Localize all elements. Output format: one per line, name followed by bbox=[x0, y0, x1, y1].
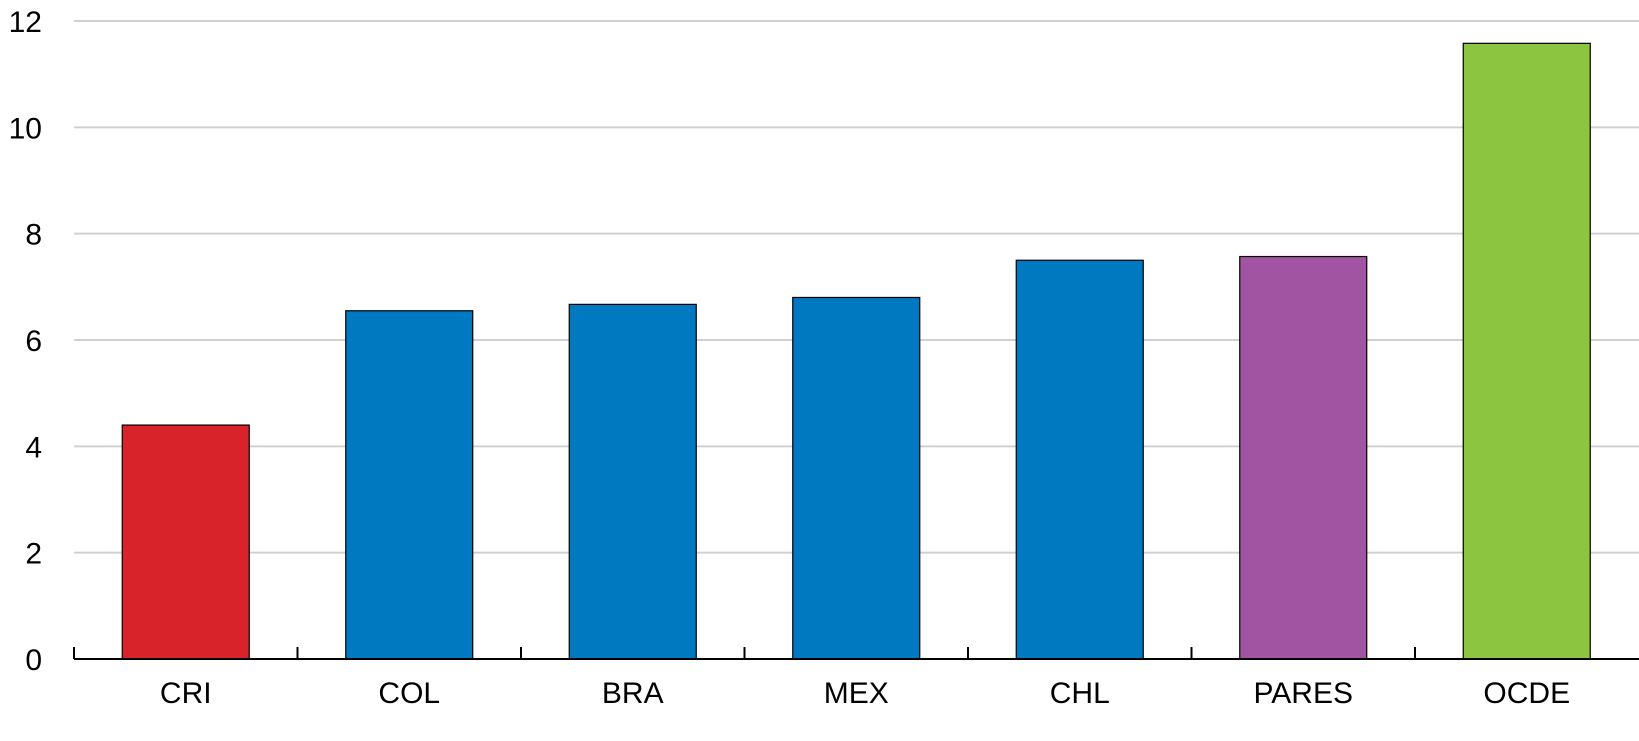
x-tick-label-ocde: OCDE bbox=[1483, 677, 1570, 710]
y-tick-label-10: 10 bbox=[9, 112, 42, 145]
x-axis bbox=[73, 647, 1639, 660]
y-tick-label-8: 8 bbox=[25, 219, 42, 252]
y-tick-label-4: 4 bbox=[25, 431, 42, 464]
x-tick-label-pares: PARES bbox=[1254, 677, 1353, 710]
y-tick-label-2: 2 bbox=[25, 538, 42, 571]
y-tick-label-6: 6 bbox=[25, 325, 42, 358]
bar-col bbox=[345, 310, 474, 660]
x-tick-label-mex: MEX bbox=[824, 677, 889, 710]
x-tick-label-chl: CHL bbox=[1050, 677, 1110, 710]
x-tick-label-col: COL bbox=[378, 677, 440, 710]
bar-mex bbox=[792, 296, 921, 660]
y-tick-label-12: 12 bbox=[9, 6, 42, 39]
bar-bra bbox=[568, 303, 697, 660]
bars bbox=[121, 42, 1591, 660]
y-tick-labels: 0 2 4 6 8 10 12 bbox=[9, 6, 42, 677]
bar-pares bbox=[1239, 255, 1368, 660]
bar-chl bbox=[1015, 259, 1144, 660]
bar-cri bbox=[121, 424, 250, 660]
x-tick-label-cri: CRI bbox=[160, 677, 212, 710]
y-tick-label-0: 0 bbox=[25, 644, 42, 677]
x-tick-label-bra: BRA bbox=[602, 677, 664, 710]
bar-ocde bbox=[1462, 42, 1591, 660]
x-tick-labels: CRI COL BRA MEX CHL PARES OCDE bbox=[160, 677, 1570, 710]
